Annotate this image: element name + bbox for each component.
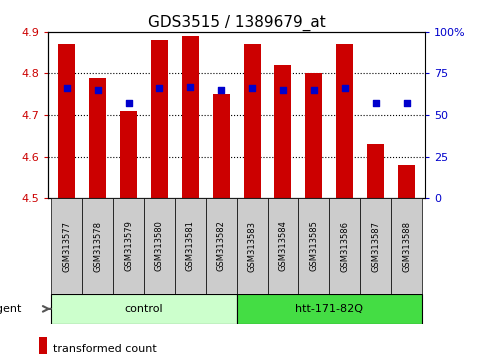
Point [341,86,349,91]
Bar [391,198,422,294]
Point [372,101,380,106]
Bar [113,198,144,294]
Bar [336,44,353,198]
Bar [213,94,230,198]
Text: GSM313584: GSM313584 [279,221,287,272]
Bar [243,44,261,198]
Text: GSM313588: GSM313588 [402,221,411,272]
Title: GDS3515 / 1389679_at: GDS3515 / 1389679_at [148,14,326,30]
Text: GSM313583: GSM313583 [248,221,256,272]
Text: control: control [125,304,163,314]
Text: GSM313579: GSM313579 [124,221,133,272]
Text: GSM313578: GSM313578 [93,221,102,272]
Text: GSM313577: GSM313577 [62,221,71,272]
Bar [82,198,113,294]
Bar [329,198,360,294]
Point [403,101,411,106]
Bar [206,198,237,294]
Bar [274,65,291,198]
Bar [237,294,422,324]
Text: GSM313580: GSM313580 [155,221,164,272]
Bar [298,198,329,294]
Point [248,86,256,91]
Bar [144,198,175,294]
Point [310,87,318,93]
Bar [51,198,82,294]
Bar [305,73,322,198]
Bar [39,337,47,354]
Bar [367,144,384,198]
Point [125,101,132,106]
Text: GSM313582: GSM313582 [217,221,226,272]
Point [186,84,194,90]
Bar [151,40,168,198]
Bar [268,198,298,294]
Bar [237,198,268,294]
Text: GSM313586: GSM313586 [340,221,349,272]
Text: htt-171-82Q: htt-171-82Q [295,304,363,314]
Bar [89,78,106,198]
Text: GSM313585: GSM313585 [310,221,318,272]
Point [63,86,71,91]
Point [217,87,225,93]
Bar [120,111,137,198]
Point [279,87,287,93]
Text: GSM313581: GSM313581 [186,221,195,272]
Bar [51,294,237,324]
Text: agent: agent [0,304,22,314]
Text: transformed count: transformed count [53,344,156,354]
Bar [58,44,75,198]
Point [94,87,101,93]
Bar [398,165,415,198]
Text: GSM313587: GSM313587 [371,221,380,272]
Bar [175,198,206,294]
Bar [182,36,199,198]
Bar [360,198,391,294]
Point [156,86,163,91]
